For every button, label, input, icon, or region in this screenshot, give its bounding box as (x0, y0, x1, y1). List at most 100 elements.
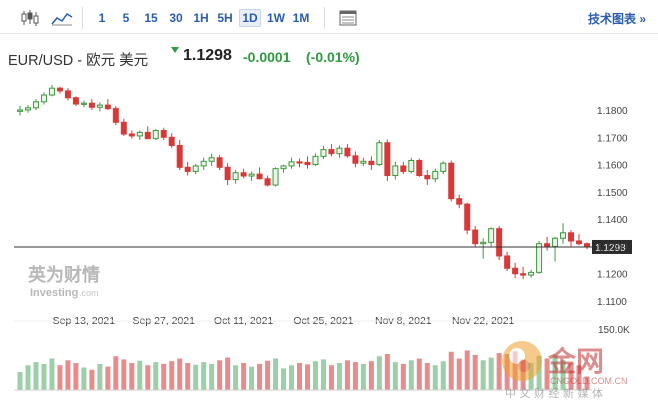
volume-bar (496, 353, 502, 390)
svg-text:Investing: Investing (30, 287, 78, 299)
chart-toolbar: 1 5 15 30 1H 5H 1D 1W 1M 技术图表 » (0, 0, 658, 34)
volume-bar (49, 358, 55, 390)
technical-chart-link[interactable]: 技术图表 » (587, 12, 646, 26)
candle-body (24, 107, 31, 111)
candle-body (376, 142, 383, 166)
volume-bar (217, 360, 223, 390)
candle-body (168, 136, 175, 146)
candle-body (32, 101, 39, 109)
volume-bar (185, 363, 191, 390)
volume-bar (257, 363, 263, 390)
timeframe-1w[interactable]: 1W (267, 11, 285, 25)
volume-bar (480, 360, 486, 390)
volume-bar (576, 365, 582, 390)
volume-bar (432, 365, 438, 390)
volume-bar (281, 368, 287, 390)
candle-body (184, 166, 191, 172)
timeframe-30[interactable]: 30 (169, 11, 183, 25)
y-tick-label: 1.1500 (597, 188, 628, 199)
candle-body (88, 102, 95, 108)
volume-bar (233, 365, 239, 390)
volume-bar (89, 369, 95, 390)
volume-bar (352, 362, 358, 390)
timeframe-1m[interactable]: 1M (292, 11, 310, 25)
candle-body (56, 87, 63, 92)
volume-bar (25, 365, 31, 390)
candle-body (488, 228, 495, 243)
volume-bar (41, 363, 47, 390)
candle-body (496, 228, 503, 257)
volume-bar (368, 361, 374, 390)
candlestick-icon[interactable] (18, 8, 42, 28)
svg-text:CNGOLD.COM.CN: CNGOLD.COM.CN (550, 376, 628, 386)
volume-bar (336, 363, 342, 390)
candle-body (344, 147, 351, 157)
y-tick-label: 1.1800 (597, 106, 628, 117)
timeframe-1[interactable]: 1 (98, 11, 106, 25)
candle-body (312, 155, 319, 166)
candle-body (248, 173, 255, 177)
price-change: -0.0001 (243, 49, 291, 65)
candle-body (384, 142, 391, 176)
timeframe-5[interactable]: 5 (122, 11, 130, 25)
timeframe-5h[interactable]: 5H (217, 11, 233, 25)
candle-body (464, 203, 471, 231)
area-chart-icon[interactable] (50, 8, 74, 28)
candle-body (176, 144, 183, 168)
volume-axis-label: 150.0K (598, 325, 630, 336)
candle-body (136, 131, 143, 137)
candle-body (448, 162, 455, 200)
volume-bar (424, 363, 430, 390)
candle-body (272, 168, 279, 186)
candle-body (304, 161, 311, 166)
volume-bar (97, 363, 103, 390)
y-tick-label: 1.1600 (597, 161, 628, 172)
volume-bar (65, 360, 71, 390)
volume-bar (384, 354, 390, 390)
y-tick-label: 1.1100 (597, 297, 627, 308)
volume-bar (105, 366, 111, 390)
candle-body (504, 255, 511, 269)
timeframe-1d[interactable]: 1D (239, 9, 261, 27)
candle-body (320, 149, 327, 157)
candle-body (216, 157, 223, 168)
volume-bar (121, 359, 127, 390)
candle-body (512, 267, 519, 275)
volume-bar (408, 360, 414, 390)
candle-body (208, 157, 215, 162)
volume-bar (568, 363, 574, 390)
candle-body (144, 131, 151, 140)
table-icon[interactable] (336, 8, 360, 28)
volume-bar (137, 360, 143, 390)
candle-body (360, 160, 367, 164)
candle-body (424, 174, 431, 180)
timeframe-1h[interactable]: 1H (193, 11, 209, 25)
volume-bar (560, 360, 566, 390)
candle-body (40, 94, 47, 103)
volume-bar (209, 363, 215, 390)
volume-bar (153, 362, 159, 390)
volume-bar (400, 363, 406, 390)
volume-bar (488, 357, 494, 390)
candle-body (408, 159, 415, 172)
candle-body (152, 129, 159, 140)
candle-body (328, 149, 335, 155)
volume-bar (33, 362, 39, 390)
timeframe-15[interactable]: 15 (144, 11, 158, 25)
symbol-title: EUR/USD - 欧元 美元 (8, 53, 149, 69)
volume-bar (225, 357, 231, 390)
volume-bar (129, 363, 135, 390)
candle-body (72, 97, 79, 105)
volume-bar (193, 364, 199, 390)
y-tick-label: 1.1700 (597, 133, 628, 144)
candle-body (368, 160, 375, 166)
volume-bar (536, 355, 542, 390)
volume-bar (464, 350, 470, 390)
candle-body (296, 161, 303, 164)
candle-body (256, 173, 263, 180)
investing-watermark: 英为财情 Investing .com (27, 264, 100, 299)
candle-body (280, 165, 287, 170)
volume-bar (249, 366, 255, 390)
down-arrow-icon (171, 47, 179, 53)
